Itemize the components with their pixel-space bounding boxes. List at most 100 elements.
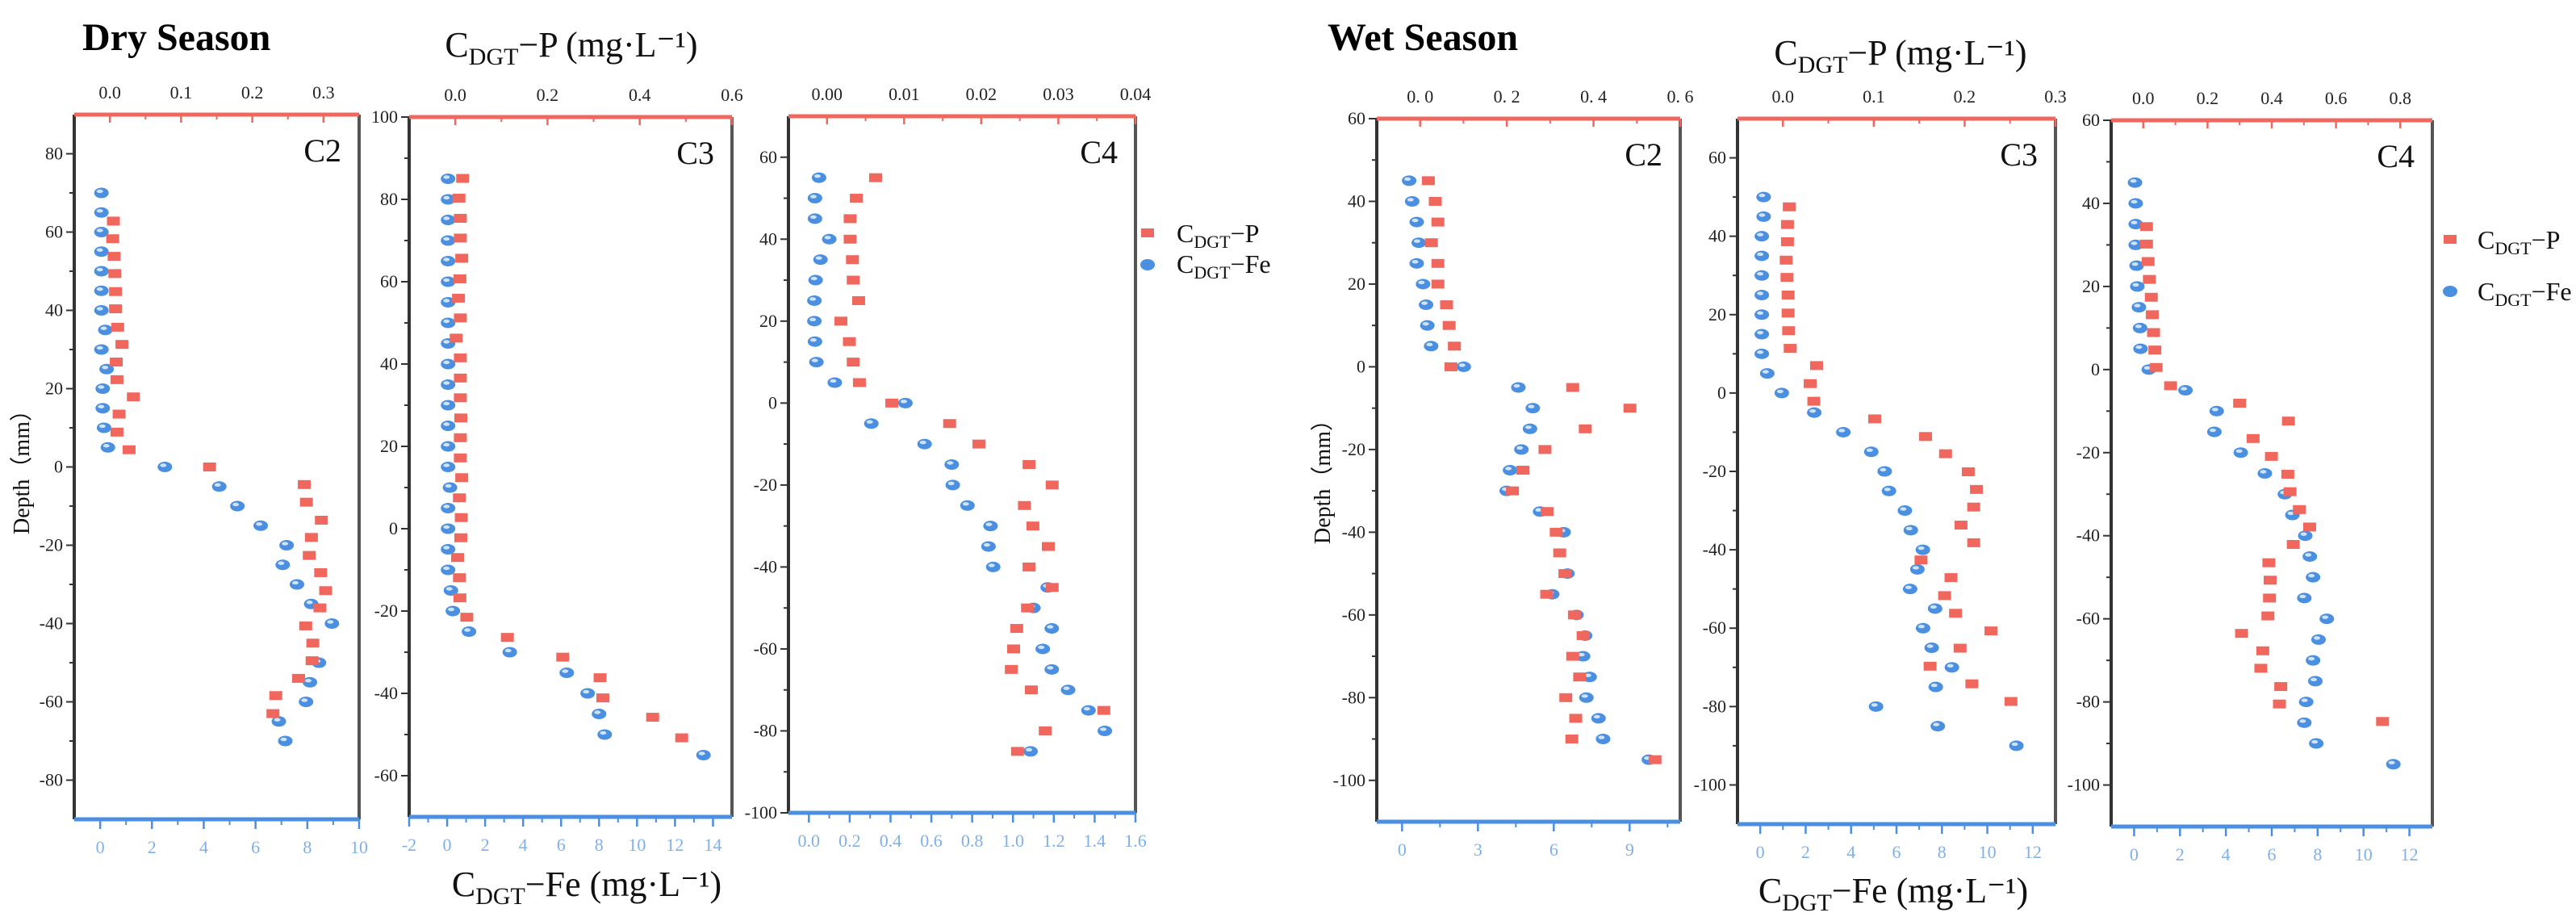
p-point (2283, 487, 2297, 496)
y-tick-label: -100 (1333, 770, 1365, 790)
p-point (1623, 404, 1637, 413)
fe-point (94, 344, 109, 355)
fe-point (441, 358, 456, 370)
fe-point-highlight (443, 442, 450, 447)
p-point (2264, 576, 2277, 585)
p-point (315, 515, 328, 525)
fe-point-highlight (448, 607, 455, 612)
p-tick-label: 0.1 (170, 82, 193, 103)
p-point (303, 551, 316, 560)
fe-tick-label: 6 (1549, 839, 1558, 860)
fe-point-highlight (2131, 199, 2138, 204)
fe-point (1754, 309, 1770, 320)
fe-point (94, 266, 109, 277)
fe-point-highlight (1757, 350, 1764, 354)
fe-point (441, 400, 456, 411)
fe-point (1877, 466, 1892, 477)
fe-point-highlight (306, 601, 313, 605)
p-point (2004, 697, 2018, 706)
fe-point (1756, 191, 1771, 203)
p-tick-label: 0.0 (2132, 88, 2155, 108)
p-point (1431, 279, 1445, 289)
p-point (110, 427, 123, 437)
fe-point-highlight (443, 566, 450, 571)
y-tick-label: -60 (2076, 609, 2100, 629)
dry-p-axis-title: CDGT−P (mg·L⁻¹) (445, 25, 697, 70)
fe-point-highlight (291, 580, 299, 585)
p-point (847, 358, 860, 367)
fe-point-highlight (1505, 467, 1512, 471)
fe-point (462, 626, 477, 637)
p-point (112, 409, 126, 419)
fe-point (275, 559, 291, 571)
p-point (1579, 424, 1592, 433)
p-point (1944, 573, 1958, 583)
p-point (451, 553, 464, 563)
p-point (122, 445, 136, 454)
fe-point-highlight (1930, 605, 1937, 609)
p-point (269, 691, 282, 701)
fe-point-highlight (2011, 742, 2018, 747)
fe-point-highlight (2211, 408, 2218, 412)
fe-point (597, 729, 613, 740)
fe-point-highlight (443, 546, 450, 550)
fe-point (441, 215, 456, 225)
fe-tick-label: -2 (402, 835, 416, 855)
fe-point (2302, 551, 2318, 562)
fe-point (1924, 643, 1939, 653)
p-point (298, 479, 312, 489)
p-point (1566, 651, 1579, 661)
p-point (1949, 609, 1963, 618)
fe-point-highlight (809, 317, 817, 322)
legend-p-marker (1141, 228, 1154, 237)
fe-point-highlight (96, 345, 103, 350)
fe-point (2178, 385, 2193, 396)
fe-point (2297, 717, 2312, 728)
fe-point-highlight (232, 502, 240, 507)
fe-point-highlight (96, 209, 103, 213)
fe-point (807, 193, 822, 204)
fe-tick-label: 6 (1892, 842, 1901, 862)
p-point (305, 656, 319, 666)
fe-point (2309, 738, 2324, 749)
fe-point (441, 503, 456, 513)
p-point (846, 255, 859, 265)
p-point (454, 373, 467, 383)
p-point (2302, 522, 2316, 532)
p-point (455, 253, 469, 263)
fe-point-highlight (96, 307, 103, 311)
fe-point (2297, 592, 2312, 604)
p-point (843, 234, 857, 244)
fe-tick-label: 12 (2401, 844, 2419, 864)
fe-point (1060, 684, 1076, 696)
fe-point (981, 541, 996, 552)
p-tick-label: 0.0 (98, 82, 121, 103)
panel-wet-c2: -100 -80 -60 -40 -20 0 20 40 60 0. 0 0. 2 0. 4 0. 6 0… (1310, 86, 1694, 860)
fe-point (827, 377, 843, 388)
legend-fe-label: CDGT−Fe (1177, 249, 1271, 283)
fe-point (1416, 278, 1431, 290)
fe-point (559, 668, 575, 678)
y-tick-label: 40 (2082, 193, 2100, 213)
fe-point-highlight (443, 175, 450, 179)
fe-point-highlight (443, 216, 450, 220)
fe-tick-label: 4 (519, 835, 528, 855)
fe-point (2133, 343, 2148, 354)
y-tick-label: 80 (45, 144, 63, 164)
fe-point (2308, 676, 2323, 687)
fe-point (2132, 322, 2147, 333)
fe-point (211, 481, 227, 492)
fe-point-highlight (2300, 532, 2307, 536)
fe-tick-label: 0.8 (961, 831, 984, 851)
fe-point-highlight (2130, 179, 2137, 183)
fe-point-highlight (443, 504, 450, 509)
fe-point (2310, 634, 2326, 645)
fe-tick-label: 0 (1398, 839, 1407, 860)
legend-p-label: CDGT−P (2478, 225, 2560, 258)
p-tick-label: 0.3 (2044, 86, 2067, 107)
p-point (851, 295, 865, 305)
p-point (452, 293, 466, 303)
fe-point-highlight (1578, 652, 1585, 657)
fe-point-highlight (810, 276, 818, 281)
y-tick-label: -20 (40, 535, 63, 555)
